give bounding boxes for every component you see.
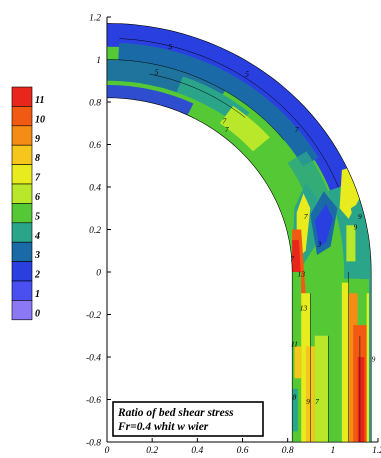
contour-label: 9 — [306, 397, 310, 406]
flume-contours — [107, 23, 372, 442]
annotation-line-2: Fr=0.4 whit w wier — [117, 421, 209, 433]
contour-label: 7 — [290, 254, 294, 263]
plot-area: 1.2 1 0.8 0.6 0.4 0.2 0 -0.2 -0.4 -0.6 -0.8 0 0.2 0.… — [86, 14, 381, 457]
contour-line — [119, 38, 339, 188]
colorbar-swatch — [11, 164, 33, 185]
annotation-line-1: Ratio of bed shear stress — [117, 407, 234, 419]
colorbar-label: 9 — [35, 134, 40, 145]
contour-label: 9 — [372, 354, 376, 363]
contour-band — [346, 225, 356, 262]
colorbar-swatch — [11, 203, 33, 224]
colorbar-label: 5 — [35, 211, 40, 222]
contour-label: 7 — [223, 116, 227, 125]
x-tick-label: 1 — [330, 446, 335, 456]
colorbar-label: 7 — [35, 173, 41, 184]
y-tick-label: 0.4 — [89, 184, 101, 194]
colorbar-swatch — [11, 125, 33, 146]
colorbar-swatch — [11, 86, 33, 107]
contour-band — [368, 261, 372, 442]
y-tick-label: -0.2 — [86, 311, 101, 321]
contour-band — [328, 314, 342, 442]
x-tick-label: 0.2 — [146, 446, 158, 456]
contour-band — [287, 151, 332, 209]
x-tick-label: 0.4 — [191, 446, 203, 456]
colorbar-label: 3 — [34, 250, 40, 261]
contour-label: 9 — [354, 223, 358, 232]
contour-label: 5 — [155, 67, 159, 76]
colorbar-label: 4 — [34, 231, 40, 242]
contour-label: 5 — [168, 42, 172, 51]
colorbar-swatch — [11, 222, 33, 243]
x-tick-label: 0 — [105, 446, 110, 456]
x-tick-label: 0.8 — [282, 446, 294, 456]
contour-label: 11 — [291, 339, 298, 348]
flume-outline — [106, 23, 372, 443]
contour-label: 9 — [358, 212, 362, 221]
y-tick-label: 1.2 — [89, 14, 101, 24]
y-tick-label: 0.6 — [89, 141, 101, 151]
colorbar-label: 2 — [34, 270, 40, 281]
contour-band — [357, 357, 365, 442]
colorbar-label: 0 — [35, 308, 40, 319]
contour-band — [314, 204, 333, 247]
contour-band — [294, 346, 302, 379]
y-tick-label: -0.6 — [86, 396, 101, 406]
colorbar-swatch — [11, 241, 33, 262]
contour-band — [292, 388, 298, 432]
colorbar-label: 6 — [35, 192, 40, 203]
y-tick-label: -0.4 — [86, 354, 101, 364]
colorbar-swatch — [11, 280, 33, 301]
y-tick-label: 0 — [96, 269, 101, 279]
contour-label: 7 — [295, 125, 299, 134]
contour-label: 7 — [304, 212, 308, 221]
contour-label: 3 — [316, 240, 321, 249]
contour-band — [118, 42, 319, 167]
colorbar-label: 1 — [35, 289, 40, 300]
contour-label: 7 — [315, 397, 319, 406]
colorbar-swatch — [11, 144, 33, 165]
contour-label: 5 — [245, 70, 249, 79]
contour-line — [149, 73, 246, 118]
x-tick-label: 1.2 — [372, 446, 381, 456]
contour-label: 13 — [297, 269, 305, 278]
contour-band — [252, 158, 299, 243]
colorbar-swatch — [11, 300, 33, 321]
contour-band — [314, 335, 329, 442]
contour-label: 8 — [293, 393, 297, 402]
colorbar-label: 11 — [35, 95, 44, 106]
colorbar-label: 8 — [35, 153, 40, 164]
colorbar-swatch — [11, 261, 33, 282]
contour-line — [107, 59, 285, 141]
y-tick-label: 0.2 — [89, 226, 101, 236]
colorbar-swatch — [11, 106, 33, 127]
contour-band — [341, 282, 349, 442]
contour-band — [219, 106, 270, 152]
colorbar-label: 10 — [35, 114, 45, 125]
contour-band — [107, 85, 194, 116]
contour-label: 13 — [300, 303, 308, 312]
annotation-box: Ratio of bed shear stress Fr=0.4 whit w … — [112, 401, 264, 437]
x-tick-label: 0.6 — [237, 446, 249, 456]
contour-label: 7 — [225, 125, 229, 134]
y-tick-label: -0.8 — [86, 439, 101, 449]
y-tick-label: 0.8 — [89, 99, 101, 109]
contour-band — [366, 293, 372, 442]
colorbar-swatch — [11, 183, 33, 204]
y-tick-label: 1 — [96, 56, 101, 66]
